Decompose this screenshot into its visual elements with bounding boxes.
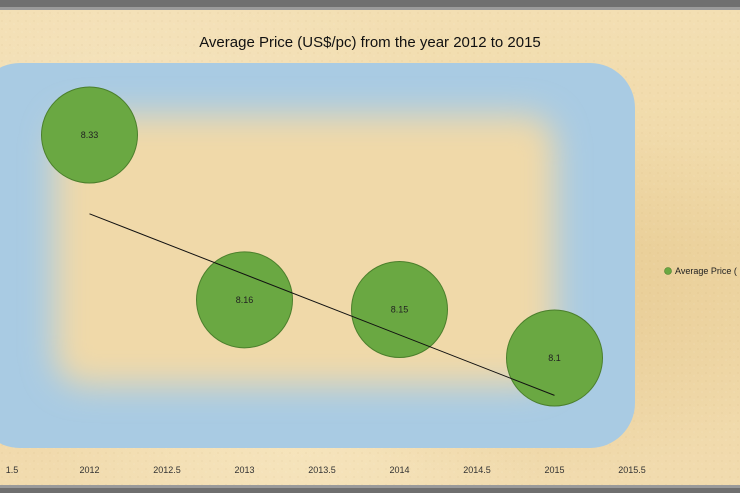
bubble-2014 xyxy=(351,261,448,359)
legend-marker xyxy=(664,267,672,275)
chart-title: Average Price (US$/pc) from the year 201… xyxy=(199,34,541,51)
x-tick-label: 2014 xyxy=(389,465,409,475)
trendline xyxy=(89,213,555,396)
legend-label: Average Price ( xyxy=(675,266,737,276)
chart-area: Average Price (US$/pc) from the year 201… xyxy=(0,10,740,485)
x-tick-label: 2014.5 xyxy=(463,465,491,475)
data-label-2013: 8.16 xyxy=(236,295,254,305)
data-label-2012: 8.33 xyxy=(81,130,99,140)
bubble-2012 xyxy=(41,86,138,184)
x-tick-label: 2013.5 xyxy=(308,465,336,475)
data-label-2014: 8.15 xyxy=(391,305,409,315)
x-tick-label: 2015.5 xyxy=(618,465,646,475)
x-tick-label: 1.5 xyxy=(6,465,19,475)
bubble-2015 xyxy=(506,309,603,407)
chart-frame: Average Price (US$/pc) from the year 201… xyxy=(0,7,740,488)
x-tick-label: 2012.5 xyxy=(153,465,181,475)
bubble-2013 xyxy=(196,251,293,349)
x-tick-label: 2015 xyxy=(544,465,564,475)
data-label-2015: 8.1 xyxy=(548,353,561,363)
x-tick-label: 2013 xyxy=(234,465,254,475)
bubble-chart: Average Price (US$/pc) from the year 201… xyxy=(0,10,740,485)
x-tick-label: 2012 xyxy=(79,465,99,475)
